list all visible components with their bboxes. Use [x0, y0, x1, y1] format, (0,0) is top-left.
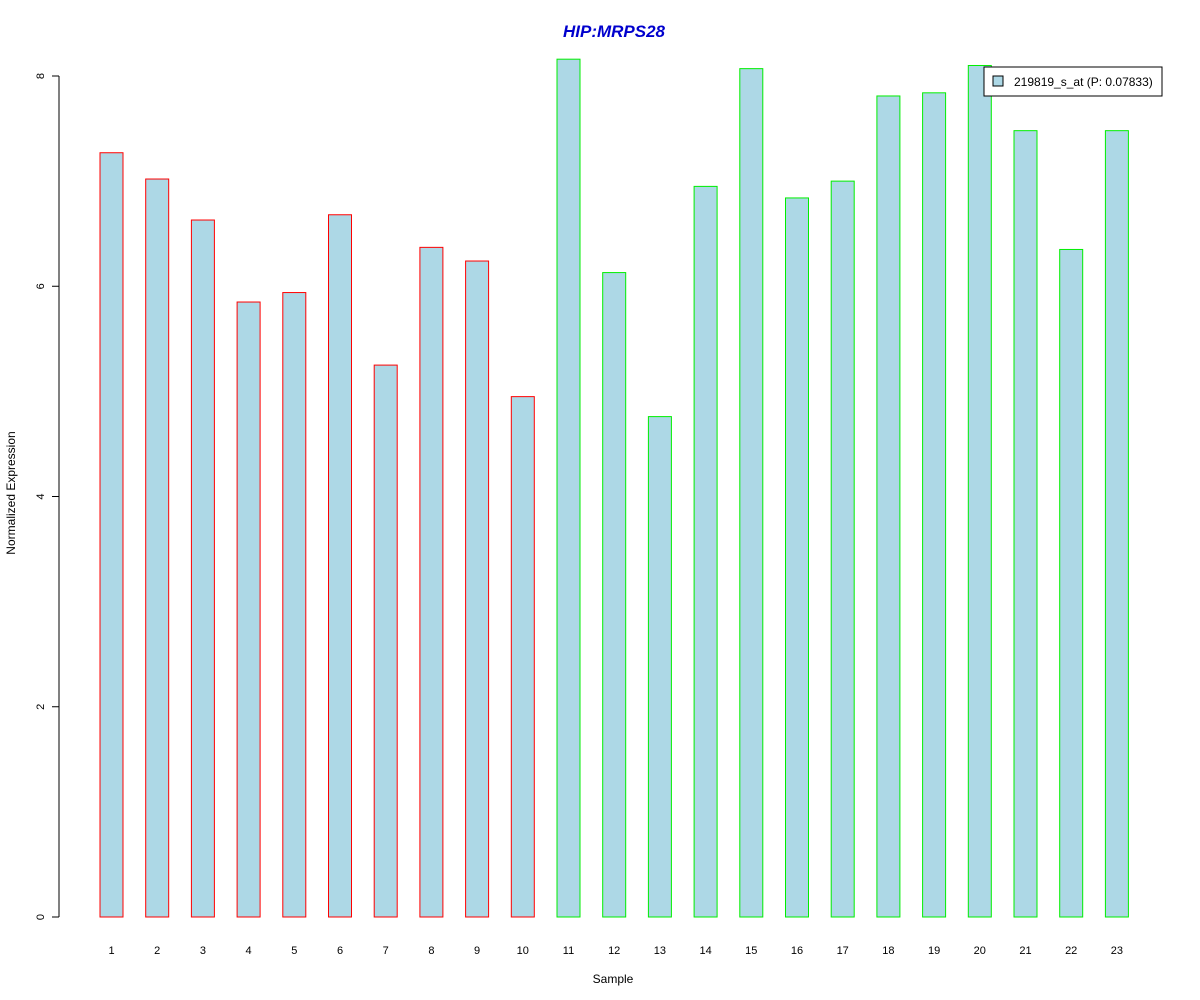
- bar-sample-3: [190, 219, 215, 918]
- x-tick-label: 12: [608, 945, 620, 957]
- x-tick-label: 1: [108, 945, 114, 957]
- bar-sample-2: [145, 178, 170, 918]
- bar-sample-22: [1059, 248, 1084, 918]
- x-tick-label: 15: [745, 945, 757, 957]
- bar-sample-16: [785, 197, 809, 918]
- x-tick-label: 19: [928, 945, 940, 957]
- x-axis-label: Sample: [593, 972, 634, 986]
- bar-sample-8: [419, 246, 444, 918]
- legend-label: 219819_s_at (P: 0.07833): [1014, 75, 1153, 89]
- x-tick-label: 9: [474, 945, 480, 957]
- y-axis-label: Normalized Expression: [4, 431, 18, 554]
- x-tick-label: 16: [791, 945, 803, 957]
- bar-sample-5: [282, 292, 307, 918]
- y-tick-label: 4: [35, 493, 47, 499]
- x-tick-label: 3: [200, 945, 206, 957]
- x-tick-label: 4: [246, 945, 252, 957]
- x-tick-labels: 1 2 3 4 5 6 7 8 9 10 11 12 13 14 15 16 17 18 19 20 21 22 23: [108, 945, 1123, 957]
- bar-sample-14: [693, 185, 718, 918]
- x-tick-label: 18: [882, 945, 894, 957]
- bar-sample-1: [99, 152, 124, 918]
- x-tick-label: 22: [1065, 945, 1077, 957]
- legend: 219819_s_at (P: 0.07833): [983, 66, 1163, 97]
- x-tick-label: 13: [654, 945, 666, 957]
- bar-sample-12: [602, 272, 627, 918]
- chart-title: HIP:MRPS28: [563, 22, 666, 41]
- bar-sample-17: [830, 180, 855, 918]
- bar-sample-15: [739, 68, 764, 918]
- bar-sample-23: [1104, 130, 1129, 918]
- x-tick-label: 11: [563, 945, 574, 957]
- y-tick-label: 6: [35, 283, 47, 289]
- x-tick-label: 21: [1019, 945, 1031, 957]
- bar-sample-20: [967, 64, 992, 918]
- y-axis: 0 2 4 6 8: [35, 73, 60, 920]
- bar-sample-18: [876, 95, 901, 918]
- y-tick-label: 8: [35, 73, 47, 79]
- bar-sample-13: [647, 416, 672, 918]
- x-tick-label: 23: [1111, 945, 1123, 957]
- bar-sample-9: [465, 260, 490, 918]
- bar-sample-7: [373, 364, 398, 918]
- x-tick-label: 6: [337, 945, 343, 957]
- bar-sample-4: [236, 301, 261, 918]
- bars: [99, 58, 1129, 918]
- y-tick-label: 2: [35, 704, 47, 710]
- bar-sample-6: [328, 214, 352, 918]
- bar-sample-21: [1013, 130, 1038, 918]
- bar-sample-19: [922, 92, 947, 918]
- x-tick-label: 14: [699, 945, 711, 957]
- x-tick-label: 10: [517, 945, 529, 957]
- legend-box: [983, 66, 1163, 97]
- x-tick-label: 5: [291, 945, 297, 957]
- x-tick-label: 17: [837, 945, 849, 957]
- y-tick-label: 0: [35, 914, 47, 920]
- x-tick-label: 7: [383, 945, 389, 957]
- x-tick-label: 8: [428, 945, 434, 957]
- legend-swatch: [992, 75, 1004, 87]
- x-tick-label: 2: [154, 945, 160, 957]
- bar-sample-11: [556, 58, 581, 918]
- bar-sample-10: [510, 396, 535, 918]
- x-tick-label: 20: [974, 945, 986, 957]
